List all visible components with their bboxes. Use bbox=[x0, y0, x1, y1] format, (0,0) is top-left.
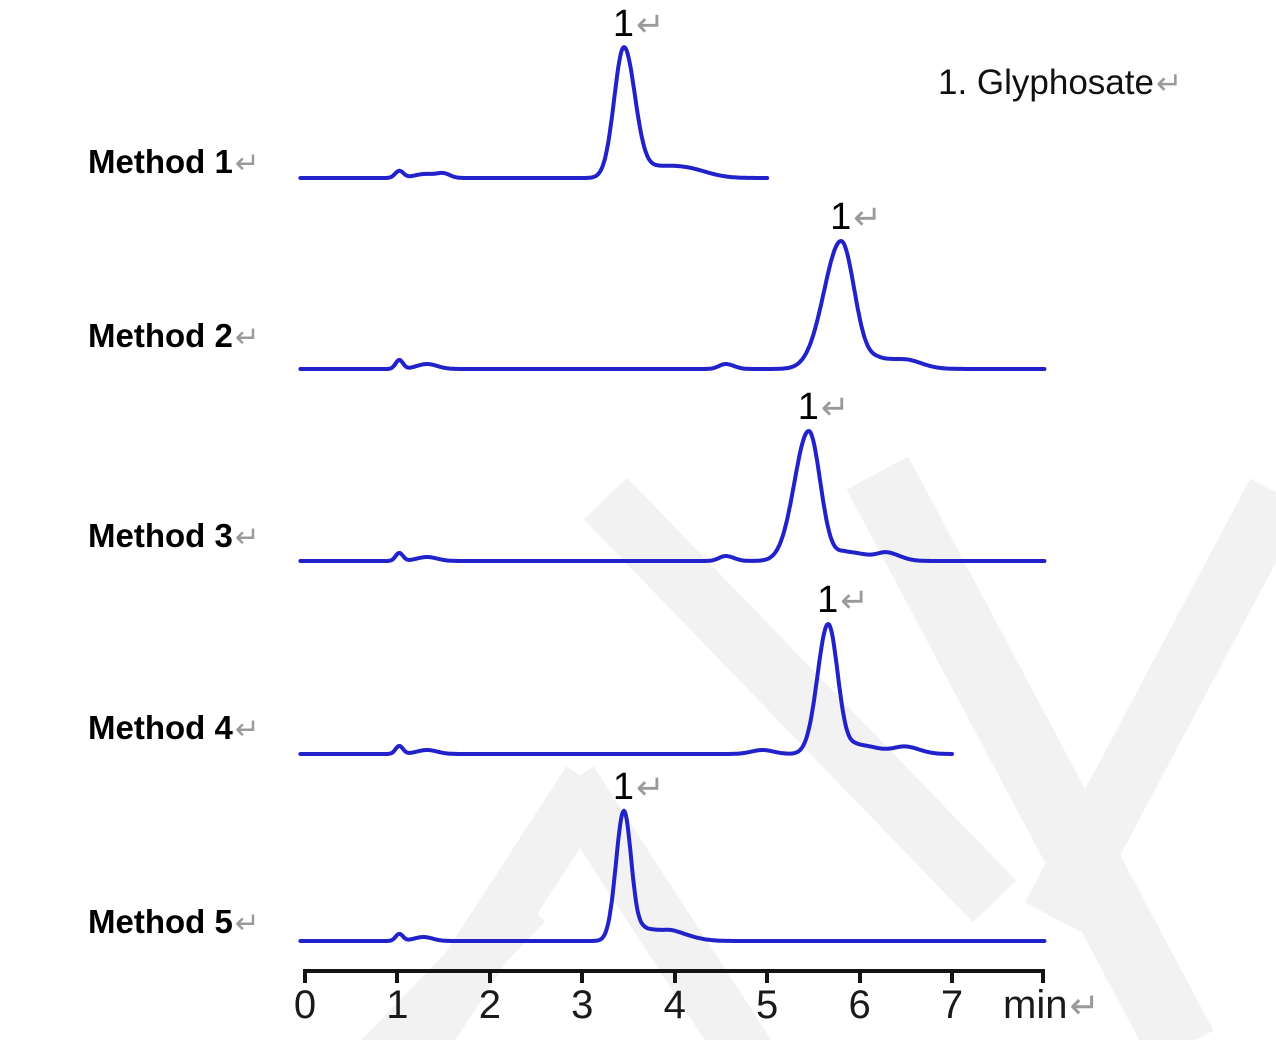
trace-method-4 bbox=[298, 622, 954, 756]
return-mark-icon: ↵ bbox=[636, 769, 665, 807]
peak-label-3: 1 ↵ bbox=[798, 387, 850, 428]
x-axis-end-tick bbox=[1041, 969, 1045, 983]
x-axis-tick-label: 5 bbox=[756, 983, 779, 1027]
method-label-1: Method 1 ↵ bbox=[88, 143, 260, 183]
return-mark-icon: ↵ bbox=[234, 321, 260, 354]
peak-label-2: 1 ↵ bbox=[830, 197, 882, 238]
peak-number: 1 bbox=[612, 766, 635, 808]
method-label-5: Method 5 ↵ bbox=[88, 903, 260, 943]
return-mark-icon: ↵ bbox=[234, 907, 260, 940]
method-label-text: Method 5 bbox=[88, 903, 233, 940]
trace-method-1 bbox=[298, 45, 770, 180]
x-axis-tick-label: 1 bbox=[386, 983, 409, 1027]
method-label-text: Method 2 bbox=[88, 317, 233, 354]
x-axis-tick bbox=[950, 969, 954, 983]
return-mark-icon: ↵ bbox=[234, 147, 260, 180]
return-mark-icon: ↵ bbox=[1155, 65, 1183, 101]
peak-number: 1 bbox=[797, 386, 819, 428]
x-axis-tick bbox=[303, 969, 307, 983]
x-axis-tick bbox=[857, 969, 862, 983]
legend: 1. Glyphosate ↵ bbox=[938, 63, 1182, 103]
x-axis-tick-label: 6 bbox=[848, 983, 871, 1027]
legend-text: 1. Glyphosate bbox=[938, 63, 1154, 102]
x-axis-tick bbox=[765, 969, 770, 983]
x-axis-unit-label: min ↵ bbox=[1003, 985, 1100, 1026]
x-axis-tick-label: 4 bbox=[663, 983, 686, 1027]
trace-method-2 bbox=[298, 239, 1047, 371]
method-label-text: Method 1 bbox=[88, 143, 233, 180]
trace-method-5 bbox=[298, 808, 1047, 943]
peak-label-4: 1 ↵ bbox=[817, 580, 869, 621]
method-label-text: Method 4 bbox=[88, 709, 233, 746]
x-axis-tick-label: 3 bbox=[571, 983, 594, 1027]
trace-method-3 bbox=[298, 429, 1047, 563]
x-axis-tick bbox=[580, 969, 585, 983]
x-axis-tick-label: 0 bbox=[293, 983, 317, 1027]
return-mark-icon: ↵ bbox=[853, 199, 882, 237]
return-mark-icon: ↵ bbox=[636, 6, 665, 44]
return-mark-icon: ↵ bbox=[234, 713, 260, 746]
peak-label-5: 1 ↵ bbox=[613, 767, 665, 808]
method-label-2: Method 2 ↵ bbox=[88, 317, 260, 357]
peak-number: 1 bbox=[830, 196, 852, 238]
x-axis-tick bbox=[672, 969, 677, 983]
peak-number: 1 bbox=[612, 3, 635, 45]
return-mark-icon: ↵ bbox=[234, 521, 260, 554]
x-axis-tick-label: 2 bbox=[478, 983, 501, 1027]
return-mark-icon: ↵ bbox=[1069, 985, 1100, 1026]
method-label-4: Method 4 ↵ bbox=[88, 709, 260, 749]
method-label-3: Method 3 ↵ bbox=[88, 517, 260, 557]
method-label-text: Method 3 bbox=[88, 517, 233, 554]
peak-number: 1 bbox=[817, 579, 839, 621]
x-axis-unit-text: min bbox=[1003, 983, 1068, 1027]
return-mark-icon: ↵ bbox=[820, 389, 850, 427]
peak-label-1: 1 ↵ bbox=[613, 4, 665, 45]
x-axis-tick bbox=[395, 969, 400, 983]
return-mark-icon: ↵ bbox=[840, 582, 869, 620]
x-axis-tick bbox=[487, 969, 492, 983]
x-axis-tick-label: 7 bbox=[940, 983, 964, 1027]
